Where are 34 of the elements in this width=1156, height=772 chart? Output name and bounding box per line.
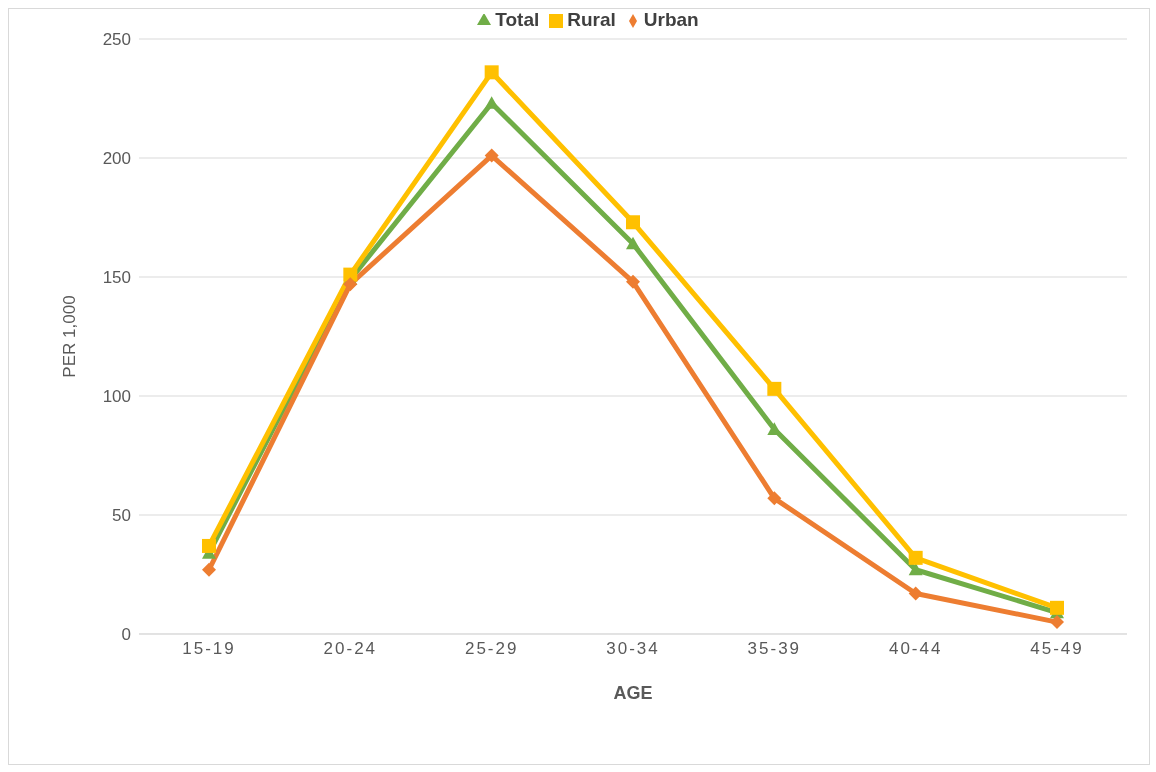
point: [1050, 600, 1064, 615]
point: [1050, 615, 1064, 630]
x-axis-title: AGE: [613, 683, 653, 703]
point: [202, 562, 216, 577]
legend-label: Total: [495, 9, 540, 30]
legend-label: Rural: [567, 9, 616, 30]
legend-label: Urban: [643, 9, 699, 30]
y-tick-label: 250: [102, 30, 131, 50]
point: [908, 562, 923, 576]
y-axis-title: PER 1,000: [60, 295, 80, 378]
point: [484, 96, 499, 109]
point: [343, 277, 358, 292]
point: [767, 381, 782, 396]
point: [767, 491, 782, 506]
y-tick-label: 200: [102, 149, 131, 169]
x-tick-label: 20-24: [323, 639, 378, 659]
x-tick-label: 15-19: [182, 639, 236, 659]
y-tick-label: 50: [112, 506, 131, 526]
point: [202, 538, 216, 553]
y-tick-label: 0: [121, 625, 131, 645]
y-tick-label: 150: [102, 268, 131, 288]
point: [908, 586, 923, 601]
x-tick-label: 40-44: [888, 639, 943, 659]
point: [484, 65, 499, 80]
point: [626, 215, 640, 230]
y-tick-label: 100: [102, 387, 131, 407]
x-tick-label: 30-34: [606, 639, 660, 659]
point: [908, 550, 923, 565]
x-tick-label: 35-39: [747, 639, 802, 659]
point: [626, 274, 640, 289]
x-tick-label: 25-29: [464, 639, 519, 659]
x-tick-label: 45-49: [1030, 639, 1084, 659]
point: [626, 236, 640, 250]
point: [484, 148, 499, 163]
